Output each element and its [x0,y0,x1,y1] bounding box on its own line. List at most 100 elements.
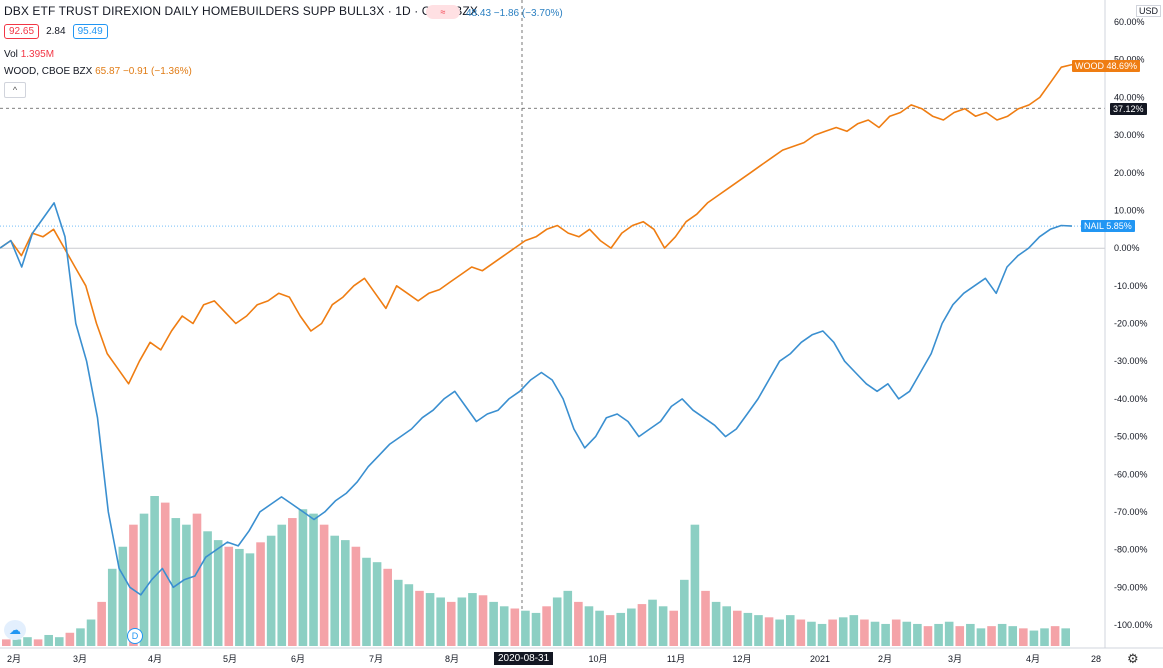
volume-bar [192,513,202,646]
y-tick-label: -30.00% [1114,356,1148,366]
volume-bar [12,639,22,646]
volume-bar [298,509,308,646]
y-tick-label: 50.00% [1114,55,1145,65]
volume-bar [97,601,106,646]
vol-label: Vol [4,49,18,60]
volume-bar [902,621,912,646]
volume-bar [955,626,965,646]
volume-bar [881,623,890,646]
volume-bar [235,548,244,646]
settings-gear-icon[interactable]: ⚙ [1127,651,1139,666]
volume-bar [785,615,795,646]
volume-bar [891,619,901,646]
volume-bar [913,623,922,646]
x-tick-label: 28 [1091,654,1101,664]
dividend-marker-icon[interactable]: D [127,628,143,644]
volume-bar [1008,626,1018,646]
volume-bars [2,496,1070,646]
volume-bar [319,524,329,646]
volume-bar [860,619,869,646]
volume-legend: Vol 1.395M [4,49,54,60]
volume-bar [139,513,149,646]
volume-bar [65,632,75,646]
volume-bar [203,531,212,646]
chart-title: DBX ETF TRUST DIREXION DAILY HOMEBUILDER… [4,4,478,18]
flag-badge[interactable]: ≈ [426,5,460,19]
y-tick-label: -80.00% [1114,545,1148,555]
volume-bar [44,634,53,646]
collapse-legend-button[interactable]: ^ [4,82,26,98]
volume-bar [976,628,986,646]
volume-bar [1029,630,1039,646]
volume-bar [658,606,668,646]
volume-bar [743,612,753,646]
x-tick-label: 10月 [588,654,607,664]
y-tick-label: -50.00% [1114,432,1148,442]
volume-bar [330,535,340,646]
x-tick-label: 2月 [7,654,21,664]
volume-bar [499,606,509,646]
volume-bar [245,553,255,646]
volume-bar [680,579,689,646]
currency-label[interactable]: USD [1135,5,1161,17]
volume-bar [362,557,371,646]
volume-bar [584,606,594,646]
volume-bar [351,546,361,646]
volume-bar [817,623,827,646]
volume-bar [563,590,573,646]
x-tick-label: 12月 [732,654,751,664]
x-tick-label: 11月 [667,654,685,664]
volume-bar [997,623,1007,646]
volume-bar [764,617,774,646]
nail-tag-label: NAIL [1084,221,1104,231]
volume-bar [775,619,784,646]
y-tick-label: -100.00% [1114,620,1153,630]
volume-bar [288,518,297,646]
nail-quote: 48.43 −1.86 (−3.70%) [466,8,563,19]
wood-tag-label: WOOD [1075,61,1104,71]
volume-bar [711,601,721,646]
volume-bar [595,610,604,646]
volume-bar [1019,628,1028,646]
volume-bar [446,601,456,646]
volume-bar [468,593,477,646]
y-tick-label: -10.00% [1114,281,1148,291]
volume-bar [616,612,626,646]
x-tick-label: 3月 [73,654,87,664]
y-tick-label: -70.00% [1114,507,1148,517]
volume-bar [436,597,445,646]
volume-bar [489,601,498,646]
crosshair-date-label: 2020-08-31 [494,652,554,665]
volume-bar [213,540,223,646]
x-tick-label: 4月 [148,654,162,664]
volume-bar [1040,628,1049,646]
y-tick-label: 10.00% [1114,205,1145,215]
x-tick-label: 5月 [223,654,237,664]
volume-bar [309,513,318,646]
series-line-wood [0,63,1073,385]
bid-price[interactable]: 92.65 [4,24,40,39]
volume-bar [54,637,64,646]
x-tick-label: 2月 [878,654,892,664]
y-tick-label: -60.00% [1114,469,1148,479]
volume-bar [934,623,943,646]
ask-price[interactable]: 95.49 [72,24,108,39]
volume-bar [838,617,848,646]
x-tick-label: 3月 [948,654,962,664]
tradingview-logo-icon[interactable]: ☁ [4,620,26,640]
compare-price: 65.87 [95,66,121,77]
volume-bar [944,621,954,646]
volume-bar [129,524,138,646]
volume-bar [1050,626,1060,646]
crosshair-value-tag: 37.12% [1110,103,1147,115]
compare-legend: WOOD, CBOE BZX 65.87 −0.91 (−1.36%) [4,66,192,77]
volume-bar [266,535,276,646]
volume-bar [828,619,837,646]
volume-bar [690,524,700,646]
volume-bar [796,619,806,646]
x-tick-label: 8月 [445,654,459,664]
y-tick-label: -40.00% [1114,394,1148,404]
volume-bar [33,639,43,646]
